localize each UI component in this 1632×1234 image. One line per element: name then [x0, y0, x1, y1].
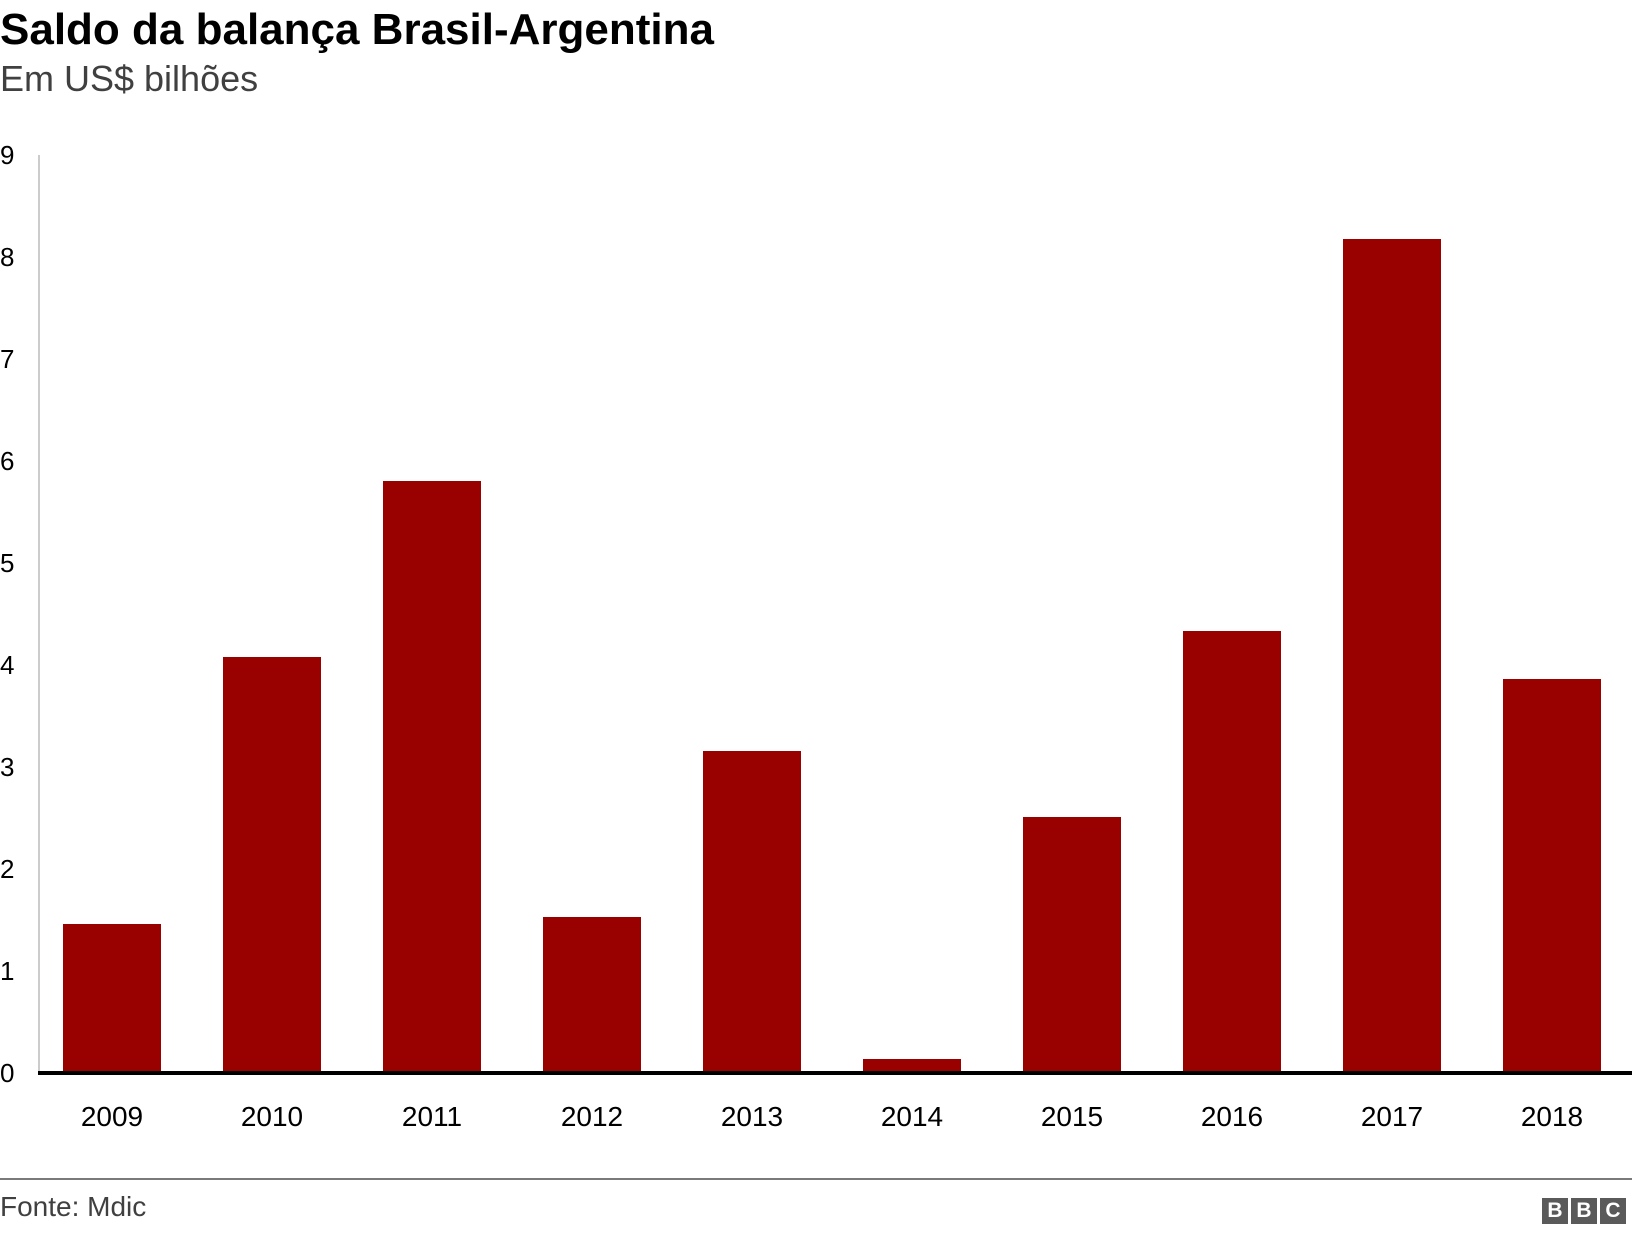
x-tick-label: 2018	[1520, 1101, 1584, 1132]
x-tick-label: 2012	[560, 1101, 624, 1132]
x-tick-label: 2013	[720, 1101, 784, 1132]
bar-2015	[1023, 816, 1121, 1073]
bar-2011	[383, 481, 481, 1073]
x-tick-label: 2016	[1200, 1101, 1264, 1132]
x-axis-baseline	[38, 1071, 1632, 1075]
y-axis-line	[38, 155, 40, 1073]
bar-2017	[1343, 238, 1441, 1073]
y-tick-label: 6	[0, 446, 15, 476]
bar-2009	[63, 924, 161, 1073]
x-tick-label: 2010	[240, 1101, 304, 1132]
x-tick-label: 2014	[880, 1101, 944, 1132]
bbc-logo: B B C	[1542, 1198, 1626, 1224]
y-tick-label: 5	[0, 548, 15, 578]
bar-2012	[543, 916, 641, 1073]
chart-title: Saldo da balança Brasil-Argentina	[0, 5, 714, 54]
y-tick-label: 9	[0, 140, 15, 170]
bar-2010	[223, 656, 321, 1073]
y-tick-label: 1	[0, 956, 15, 986]
bar-2016	[1183, 631, 1281, 1073]
x-tick-label: 2017	[1360, 1101, 1424, 1132]
footer-divider	[0, 1178, 1632, 1180]
y-tick-label: 3	[0, 752, 15, 782]
y-tick-label: 7	[0, 344, 15, 374]
x-tick-label: 2015	[1040, 1101, 1104, 1132]
x-tick-label: 2011	[401, 1101, 463, 1132]
x-tick-label: 2009	[80, 1101, 144, 1132]
y-tick-label: 0	[0, 1058, 15, 1088]
bbc-logo-letter: C	[1600, 1198, 1626, 1224]
bbc-logo-letter: B	[1571, 1198, 1597, 1224]
source-note: Fonte: Mdic	[0, 1191, 147, 1222]
bar-2018	[1503, 679, 1601, 1073]
bbc-logo-letter: B	[1542, 1198, 1568, 1224]
bar-2014	[863, 1058, 961, 1073]
y-tick-label: 2	[0, 854, 15, 884]
chart-subtitle: Em US$ bilhões	[0, 58, 259, 99]
bar-2013	[703, 750, 801, 1073]
y-tick-label: 8	[0, 242, 15, 272]
y-tick-label: 4	[0, 650, 15, 680]
